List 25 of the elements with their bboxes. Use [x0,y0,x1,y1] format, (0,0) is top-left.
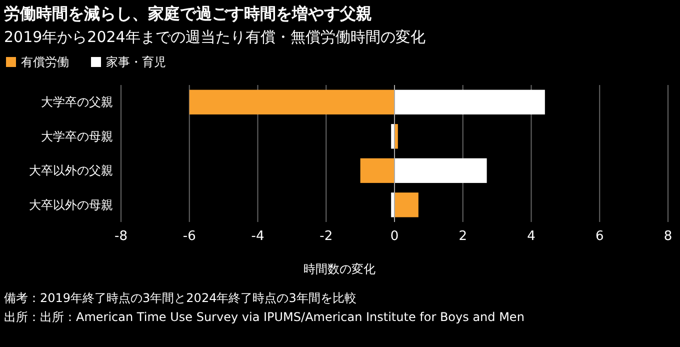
x-tick-label: 4 [527,229,536,244]
legend-label: 有償労働 [21,55,69,69]
x-tick-label: 8 [664,229,672,244]
y-tick-label: 大卒以外の父親 [29,164,113,178]
x-tick-label: 2 [458,229,468,244]
chart-subtitle: 2019年から2024年までの週当たり有償・無償労働時間の変化 [4,28,426,46]
y-tick-label: 大学卒の父親 [41,95,113,110]
y-tick-label: 大学卒の母親 [41,129,113,144]
text: 備考：2019年終了時点の3年間と2024年終了時点の3年間を比較 [4,291,356,305]
bar [394,192,418,218]
y-tick-label: 大卒以外の母親 [29,198,113,212]
x-tick-label: 0 [390,229,399,244]
x-tick-label: -4 [251,229,264,244]
x-tick-label: -2 [320,229,333,244]
x-tick-label: -6 [182,229,196,244]
bar [394,158,487,183]
bar [189,90,394,114]
x-axis-title: 時間数の変化 [304,262,376,276]
chart-title: 労働時間を減らし、家庭で過ごす時間を増やす父親 [4,4,372,23]
legend-label: 家事・育児 [106,55,166,69]
x-tick-label: 6 [595,229,604,244]
text: 出所：出所：American Time Use Survey via IPUMS/American Institute for Boys and Men [4,310,524,324]
x-tick-label: -8 [114,229,128,244]
bar [360,158,394,183]
bar [394,90,545,114]
